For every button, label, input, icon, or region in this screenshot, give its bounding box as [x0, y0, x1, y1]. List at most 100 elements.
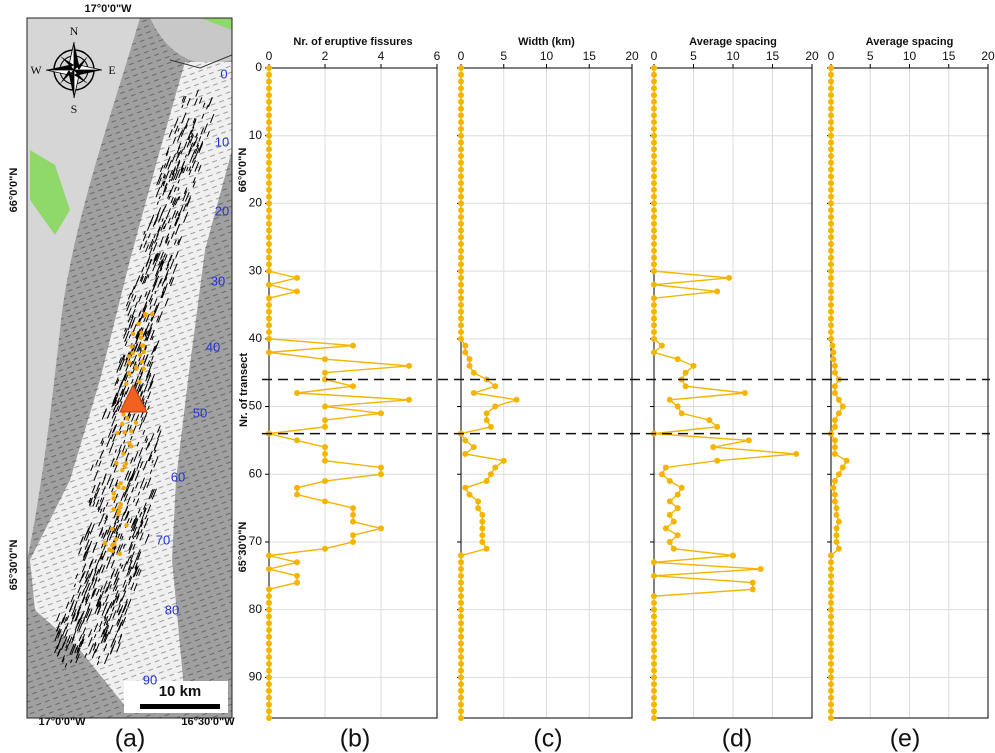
eruptive-fissure [139, 343, 145, 348]
data-point [682, 369, 689, 376]
data-point [266, 329, 272, 336]
fissure [125, 301, 129, 307]
data-point [492, 383, 499, 390]
fissure [149, 374, 156, 386]
data-point [651, 146, 657, 153]
fissure [117, 401, 123, 412]
data-point [651, 335, 657, 342]
fissure [190, 133, 194, 138]
fissure [181, 167, 185, 173]
fissure [173, 239, 177, 245]
data-point [828, 660, 834, 667]
data-point [658, 342, 665, 349]
data-point [828, 335, 834, 342]
coord-label: 65°30'0"N [8, 540, 20, 591]
fissure [151, 355, 154, 361]
fissure [122, 561, 128, 572]
fissure [91, 649, 97, 659]
fissure [192, 177, 196, 184]
data-point [294, 288, 300, 295]
fissure [121, 603, 127, 614]
x-tick-label: 10 [540, 49, 554, 63]
data-point [266, 71, 272, 78]
data-point [828, 593, 834, 600]
fissure [158, 261, 161, 266]
fissure [127, 424, 130, 428]
data-point [458, 254, 464, 261]
fissure [165, 277, 168, 281]
fissure [116, 621, 122, 633]
fissure [163, 175, 167, 179]
data-point [828, 301, 834, 308]
fissure [181, 95, 185, 102]
data-point [458, 220, 464, 227]
eruptive-fissure [141, 366, 146, 372]
fissure [101, 565, 106, 574]
fissure [172, 137, 177, 144]
fissure [177, 128, 180, 132]
fissure [84, 653, 88, 659]
fissure [133, 517, 138, 527]
fissure [160, 267, 163, 272]
fissure [118, 598, 122, 605]
x-axis-title: Width (km) [518, 36, 575, 48]
fissure [117, 533, 121, 539]
fissure [181, 112, 187, 124]
fissure [99, 508, 103, 514]
data-point [651, 633, 657, 640]
fissure [121, 590, 127, 602]
data-point [828, 579, 834, 586]
data-point [266, 247, 272, 254]
fissure [114, 577, 120, 589]
fissure [149, 329, 155, 340]
fissure [144, 331, 147, 336]
fissure [129, 554, 132, 559]
fissure [169, 184, 175, 196]
fissure [108, 613, 113, 621]
data-point [828, 119, 834, 126]
fissure [96, 600, 100, 608]
data-point [266, 708, 272, 715]
data-point [651, 281, 657, 288]
data-point [828, 125, 834, 132]
eruptive-fissure [136, 321, 141, 327]
data-point [828, 139, 834, 146]
x-tick-label: 2 [322, 49, 329, 63]
fissure [108, 477, 114, 489]
coord-label: 66°0'0"N [8, 168, 20, 213]
fissure [88, 628, 93, 638]
fissure [143, 517, 149, 529]
fissure [178, 167, 184, 179]
data-point [458, 166, 464, 173]
data-point [462, 349, 469, 356]
data-point [833, 532, 840, 539]
fissure [169, 277, 175, 287]
data-point [350, 538, 356, 545]
fissure [206, 104, 209, 110]
fissure [147, 329, 150, 335]
fissure [99, 620, 103, 628]
eruptive-fissure [111, 491, 116, 496]
data-point [828, 166, 834, 173]
data-point [829, 342, 836, 349]
fissure [165, 150, 169, 157]
data-point [830, 484, 837, 491]
data-point [828, 552, 834, 559]
fissure [95, 569, 100, 576]
fissure [157, 211, 164, 223]
fissure [201, 113, 205, 119]
fissure [147, 391, 152, 400]
data-point [458, 200, 464, 207]
fissure [110, 638, 115, 648]
fissure [128, 544, 133, 554]
fissure [150, 488, 155, 499]
fissure [110, 572, 114, 578]
fissure [106, 560, 111, 569]
transect-label: 30 [211, 273, 225, 288]
scale-bar [140, 704, 220, 709]
data-point [266, 139, 272, 146]
fissure [168, 276, 173, 285]
data-point [458, 335, 464, 342]
fissure [165, 156, 171, 167]
fissure [209, 113, 215, 123]
